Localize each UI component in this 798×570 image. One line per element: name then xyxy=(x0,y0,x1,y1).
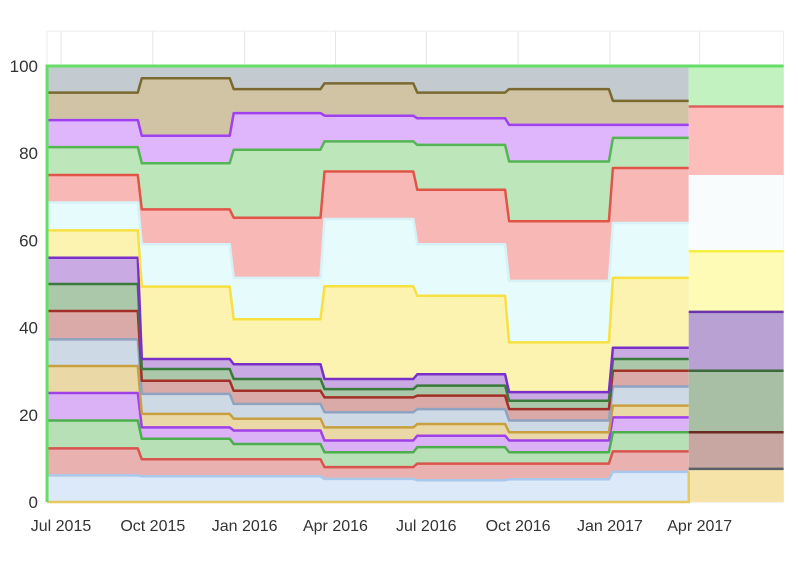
x-tick-label: Oct 2016 xyxy=(486,518,551,535)
line-series-12 xyxy=(47,166,689,223)
area-series-19 xyxy=(688,370,784,433)
line-series-5 xyxy=(47,364,689,434)
x-tick-label: Jan 2017 xyxy=(577,518,643,535)
plot-lines xyxy=(45,64,784,504)
area-series-9 xyxy=(47,257,689,401)
area-series-22 xyxy=(688,176,784,252)
y-tick-label: 40 xyxy=(19,319,38,338)
x-tick-label: Oct 2015 xyxy=(120,518,185,535)
line-series-9 xyxy=(47,256,689,394)
line-series-1 xyxy=(47,470,689,482)
line-series-3 xyxy=(47,419,689,454)
plot-areas xyxy=(47,66,784,502)
area-series-10 xyxy=(47,230,689,393)
total-line xyxy=(45,64,784,502)
x-tick-label: Jan 2016 xyxy=(212,518,278,535)
line-series-14 xyxy=(47,111,689,138)
y-tick-label: 0 xyxy=(29,493,38,512)
y-tick-label: 60 xyxy=(19,231,38,250)
line-series-13 xyxy=(47,136,689,165)
y-axis: 0 20 40 60 80 100 xyxy=(10,57,38,512)
x-tick-label: Apr 2016 xyxy=(303,518,368,535)
area-series-13 xyxy=(47,137,689,222)
x-axis: Jul 2015 Oct 2015 Jan 2016 Apr 2016 Jul 2016… xyxy=(31,518,733,535)
area-series-2 xyxy=(47,448,689,481)
y-tick-label: 80 xyxy=(19,144,38,163)
area-series-8 xyxy=(47,284,689,410)
area-series-18 xyxy=(688,432,784,469)
area-series-16 xyxy=(47,66,689,101)
x-tick-label: Jul 2015 xyxy=(31,518,92,535)
area-series-23 xyxy=(688,106,784,177)
line-series-15 xyxy=(47,76,689,103)
area-series-6 xyxy=(47,339,689,433)
line-series-6 xyxy=(47,338,689,422)
line-series-8 xyxy=(47,282,689,403)
x-tick-label: Jul 2016 xyxy=(396,518,457,535)
area-series-15 xyxy=(47,78,689,136)
area-series-4 xyxy=(47,393,689,453)
y-tick-label: 20 xyxy=(19,406,38,425)
x-tick-label: Apr 2017 xyxy=(667,518,732,535)
area-series-17 xyxy=(688,468,784,502)
line-series-10 xyxy=(47,229,689,344)
area-series-12 xyxy=(47,168,689,281)
area-series-5 xyxy=(47,366,689,441)
line-series-2 xyxy=(47,447,689,469)
area-series-24 xyxy=(688,66,784,107)
area-series-21 xyxy=(688,251,784,312)
y-tick-label: 100 xyxy=(10,57,38,76)
line-series-7 xyxy=(47,309,689,411)
area-series-20 xyxy=(688,311,784,371)
line-series-4 xyxy=(47,391,689,442)
area-series-3 xyxy=(47,420,689,468)
baseline-line xyxy=(47,471,690,504)
area-series-11 xyxy=(47,202,689,343)
line-series-11 xyxy=(47,201,689,283)
